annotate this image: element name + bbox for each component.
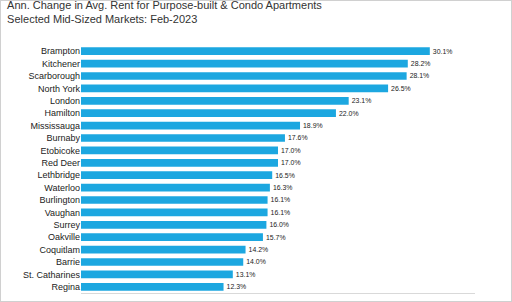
svg-text:Coquitlam: Coquitlam (39, 245, 80, 255)
svg-text:17.0%: 17.0% (281, 147, 301, 154)
svg-text:17.0%: 17.0% (281, 159, 301, 166)
svg-text:16.3%: 16.3% (273, 184, 293, 191)
svg-text:13.1%: 13.1% (236, 271, 256, 278)
svg-text:Burlington: Burlington (39, 195, 80, 205)
svg-text:Oakville: Oakville (48, 232, 80, 242)
svg-text:Etobicoke: Etobicoke (40, 146, 80, 156)
svg-text:16.1%: 16.1% (271, 209, 291, 216)
svg-text:28.2%: 28.2% (411, 60, 431, 67)
svg-text:Red Deer: Red Deer (41, 158, 80, 168)
svg-text:Waterloo: Waterloo (44, 183, 80, 193)
svg-text:18.9%: 18.9% (303, 122, 323, 129)
svg-text:28.1%: 28.1% (410, 72, 430, 79)
svg-text:15.7%: 15.7% (266, 234, 286, 241)
svg-text:17.6%: 17.6% (288, 134, 308, 141)
svg-text:Hamilton: Hamilton (44, 108, 80, 118)
svg-text:Scarborough: Scarborough (28, 71, 80, 81)
svg-text:London: London (50, 96, 80, 106)
svg-text:Burnaby: Burnaby (46, 133, 80, 143)
svg-text:14.2%: 14.2% (249, 246, 269, 253)
svg-text:Mississauga: Mississauga (30, 121, 80, 131)
svg-text:Vaughan: Vaughan (45, 208, 80, 218)
svg-text:16.5%: 16.5% (275, 172, 295, 179)
svg-text:Lethbridge: Lethbridge (37, 170, 80, 180)
svg-text:16.1%: 16.1% (271, 196, 291, 203)
svg-text:12.3%: 12.3% (227, 283, 247, 290)
svg-text:North York: North York (38, 84, 81, 94)
svg-text:22.0%: 22.0% (339, 110, 359, 117)
svg-text:Brampton: Brampton (41, 46, 80, 56)
svg-text:Barrie: Barrie (56, 257, 80, 267)
svg-text:St. Catharines: St. Catharines (23, 270, 81, 280)
svg-text:Ann. Change in Avg. Rent for P: Ann. Change in Avg. Rent for Purpose-bui… (7, 1, 322, 25)
svg-text:Regina: Regina (51, 282, 80, 292)
svg-text:30.1%: 30.1% (433, 48, 453, 55)
svg-text:Kitchener: Kitchener (42, 59, 80, 69)
svg-text:16.0%: 16.0% (269, 221, 289, 228)
svg-text:23.1%: 23.1% (352, 97, 372, 104)
svg-text:14.0%: 14.0% (246, 258, 266, 265)
svg-text:26.5%: 26.5% (391, 85, 411, 92)
svg-text:Surrey: Surrey (53, 220, 80, 230)
